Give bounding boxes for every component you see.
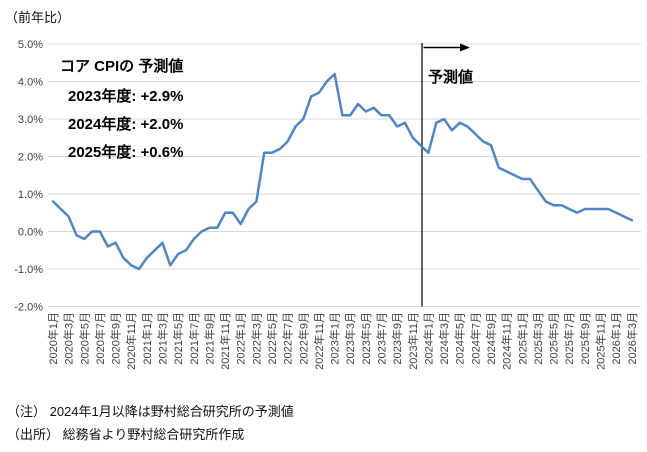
y-tick-label: 4.0% — [18, 77, 43, 89]
x-tick-label: 2022年7月 — [281, 312, 295, 365]
y-tick-label: -1.0% — [14, 264, 43, 276]
x-tick-label: 2020年9月 — [109, 312, 123, 365]
x-tick-label: 2023年1月 — [328, 312, 342, 365]
x-tick-label: 2022年3月 — [249, 312, 263, 365]
forecast-annotation-box: コア CPIの 予測値 2023年度: +2.9% 2024年度: +2.0% … — [60, 57, 183, 171]
forecast-arrow-head — [460, 43, 471, 52]
y-tick-label: 0.0% — [18, 227, 43, 239]
note-line: （注） 2024年1月以降は野村総合研究所の予測値 — [7, 404, 294, 419]
x-tick-label: 2025年3月 — [531, 312, 545, 365]
x-tick-label: 2024年1月 — [421, 312, 435, 365]
annotation-fy2025: 2025年度: +0.6% — [68, 144, 184, 161]
x-tick-label: 2023年11月 — [406, 312, 420, 370]
y-tick-label: 1.0% — [18, 189, 43, 201]
x-tick-label: 2025年11月 — [594, 312, 608, 370]
x-tick-label: 2025年1月 — [515, 312, 529, 365]
x-tick-label: 2022年9月 — [296, 312, 310, 365]
x-tick-label: 2021年3月 — [156, 312, 170, 365]
x-tick-label: 2021年9月 — [202, 312, 216, 365]
x-tick-label: 2023年5月 — [359, 312, 373, 365]
x-tick-label: 2022年1月 — [234, 312, 248, 365]
x-tick-label: 2020年1月 — [46, 312, 60, 365]
x-tick-label: 2024年11月 — [500, 312, 514, 370]
x-tick-label: 2022年5月 — [265, 312, 279, 365]
x-tick-label: 2024年7月 — [468, 312, 482, 365]
x-tick-label: 2023年3月 — [343, 312, 357, 365]
y-tick-label: 3.0% — [18, 114, 43, 126]
y-axis-unit-label: （前年比） — [5, 10, 71, 25]
x-tick-label: 2024年3月 — [437, 312, 451, 365]
x-tick-label: 2020年3月 — [62, 312, 76, 365]
x-tick-label: 2022年11月 — [312, 312, 326, 370]
y-tick-label: -2.0% — [14, 302, 43, 314]
x-tick-label: 2021年5月 — [171, 312, 185, 365]
x-tick-label: 2020年11月 — [124, 312, 138, 370]
x-tick-label: 2024年5月 — [453, 312, 467, 365]
x-tick-label: 2025年7月 — [562, 312, 576, 365]
x-tick-label: 2021年1月 — [140, 312, 154, 365]
y-tick-label: 2.0% — [18, 152, 43, 164]
core-cpi-line — [51, 72, 634, 271]
x-tick-label: 2020年5月 — [77, 312, 91, 365]
x-tick-label: 2021年7月 — [187, 312, 201, 365]
x-tick-label: 2021年11月 — [218, 312, 232, 370]
x-tick-label: 2026年1月 — [609, 312, 623, 365]
source-line: （出所） 総務省より野村総合研究所作成 — [7, 427, 245, 442]
x-tick-label: 2025年9月 — [578, 312, 592, 365]
x-tick-label: 2024年9月 — [484, 312, 498, 365]
x-tick-label: 2023年7月 — [375, 312, 389, 365]
x-tick-label: 2026年3月 — [625, 312, 639, 365]
y-tick-label: 5.0% — [18, 39, 43, 51]
annotation-fy2024: 2024年度: +2.0% — [68, 116, 184, 133]
x-tick-label: 2025年5月 — [547, 312, 561, 365]
annotation-fy2023: 2023年度: +2.9% — [68, 88, 184, 105]
forecast-region-label: 予測値 — [428, 69, 474, 86]
x-tick-label: 2020年7月 — [93, 312, 107, 365]
x-tick-label: 2023年9月 — [390, 312, 404, 365]
annotation-title: コア CPIの 予測値 — [60, 58, 184, 75]
